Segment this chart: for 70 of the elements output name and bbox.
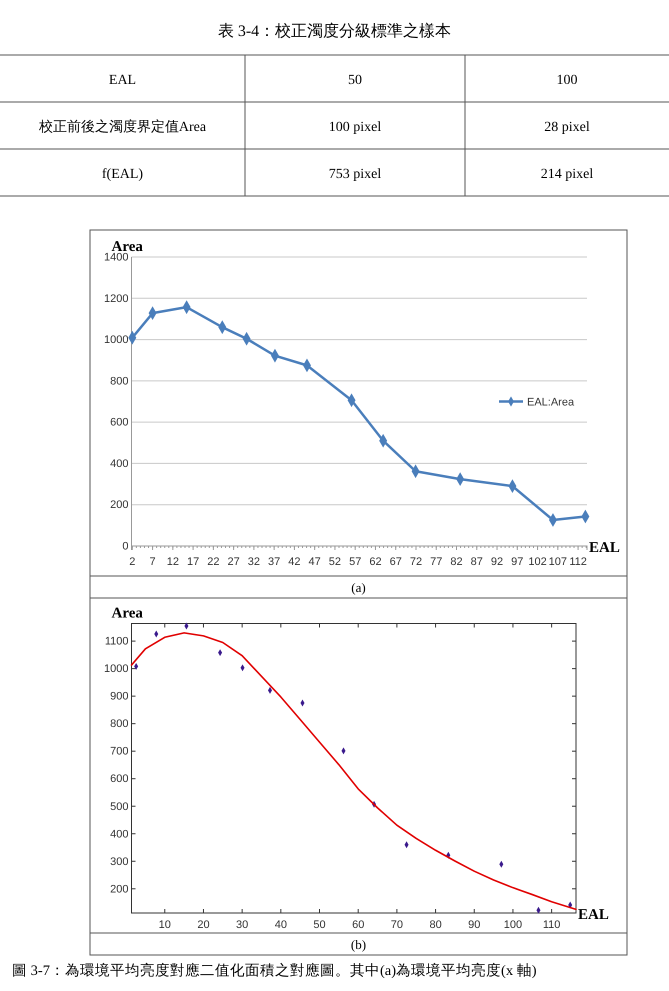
- text: 校正前後之濁度界定值Area: [38, 119, 207, 135]
- text: 753 pixel: [328, 167, 382, 182]
- x-tick-label: 72: [410, 556, 422, 568]
- x-tick-label: 80: [429, 919, 442, 932]
- y-tick-label: 200: [110, 883, 128, 896]
- text: 214 pixel: [540, 167, 594, 182]
- x-tick-label: 37: [268, 556, 280, 568]
- text: 100: [556, 73, 578, 88]
- x-tick-label: 20: [197, 919, 210, 932]
- x-tick-label: 77: [430, 556, 442, 568]
- x-tick-label: 90: [468, 919, 480, 932]
- y-tick-label: 1000: [104, 663, 128, 676]
- x-tick-label: 22: [207, 556, 220, 568]
- x-tick-label: 42: [288, 556, 301, 568]
- x-axis-title: EAL: [578, 907, 609, 923]
- x-tick-label: 82: [450, 556, 463, 568]
- y-tick-label: 1000: [104, 334, 128, 346]
- text: 表 3-4：校正濁度分級標準之樣本: [218, 22, 452, 40]
- y-tick-label: 200: [110, 499, 128, 512]
- y-tick-label: 800: [110, 375, 128, 388]
- y-tick-label: 400: [110, 828, 128, 840]
- text: (a): [351, 580, 366, 595]
- y-axis-title: Area: [112, 606, 144, 622]
- x-tick-label: 87: [470, 556, 483, 568]
- x-tick-label: 40: [274, 919, 287, 932]
- x-tick-label: 17: [186, 556, 200, 568]
- x-tick-label: 47: [308, 556, 321, 568]
- x-tick-label: 102: [528, 556, 547, 568]
- x-tick-label: 52: [328, 556, 342, 568]
- y-tick-label: 0: [122, 540, 128, 553]
- y-tick-label: 800: [110, 718, 128, 730]
- x-tick-label: 30: [236, 919, 248, 932]
- x-tick-label: 100: [504, 919, 522, 932]
- text: EAL: [108, 73, 136, 88]
- y-tick-label: 600: [110, 773, 128, 786]
- legend-label: EAL:Area: [527, 396, 575, 408]
- x-tick-label: 92: [490, 556, 504, 568]
- text: 100 pixel: [328, 120, 382, 135]
- y-tick-label: 1400: [104, 252, 128, 264]
- line-series: [130, 632, 577, 910]
- y-tick-label: 600: [110, 416, 128, 429]
- x-tick-label: 97: [511, 556, 524, 568]
- x-axis-title: EAL: [589, 540, 620, 556]
- x-tick-label: 70: [390, 919, 404, 932]
- x-tick-label: 27: [228, 556, 240, 568]
- text: (b): [350, 937, 366, 952]
- x-tick-label: 110: [542, 919, 560, 932]
- x-tick-label: 2: [129, 556, 136, 568]
- text: 28 pixel: [544, 120, 590, 135]
- y-tick-label: 1200: [104, 292, 128, 305]
- y-tick-label: 1100: [104, 636, 128, 648]
- x-tick-label: 62: [369, 556, 382, 568]
- x-tick-label: 112: [569, 556, 587, 568]
- x-tick-label: 32: [248, 556, 260, 568]
- y-tick-label: 300: [110, 856, 128, 868]
- text: f(EAL): [102, 167, 144, 182]
- y-tick-label: 400: [110, 458, 128, 470]
- text: 50: [348, 73, 362, 88]
- x-tick-label: 107: [548, 556, 567, 568]
- caption: 圖 3-7：為環境平均亮度對應二值化面積之對應圖。其中(a)為環境平均亮度(x 軸): [12, 962, 537, 979]
- x-tick-label: 7: [150, 556, 156, 568]
- x-tick-label: 60: [352, 919, 364, 932]
- y-tick-label: 900: [110, 690, 128, 703]
- x-tick-label: 67: [390, 556, 402, 568]
- x-tick-label: 50: [313, 919, 326, 932]
- x-tick-label: 10: [158, 919, 171, 932]
- x-tick-label: 57: [349, 556, 362, 568]
- x-tick-label: 12: [166, 556, 179, 568]
- y-tick-label: 700: [110, 746, 128, 758]
- y-tick-label: 500: [110, 800, 128, 813]
